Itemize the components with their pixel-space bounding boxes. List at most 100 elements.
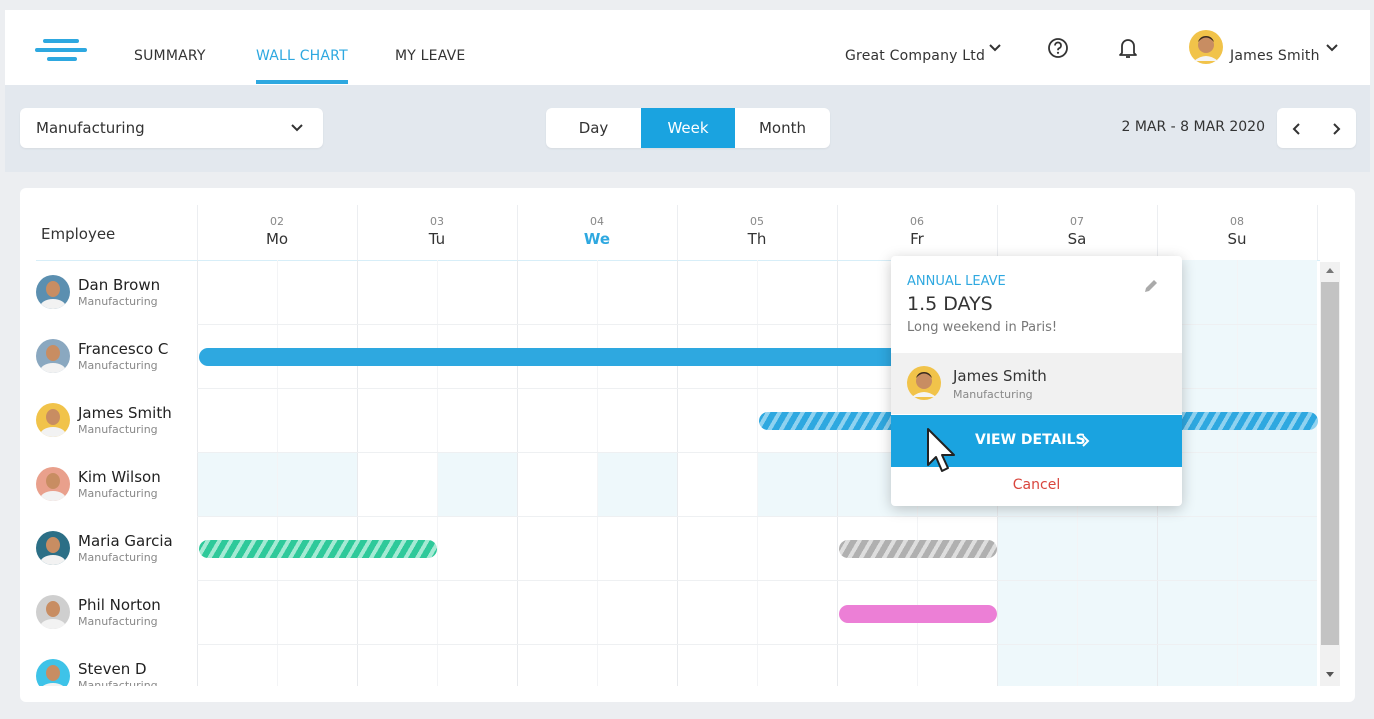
avatar-face bbox=[46, 665, 60, 681]
department-value: Manufacturing bbox=[36, 119, 145, 137]
day-number: 03 bbox=[430, 215, 444, 228]
chevron-right bbox=[1082, 435, 1090, 447]
avatar bbox=[36, 659, 70, 686]
tab-wall-chart[interactable]: WALL CHART bbox=[256, 48, 348, 64]
notifications-icon[interactable] bbox=[1117, 36, 1139, 60]
half-column-line bbox=[277, 260, 278, 686]
employee-name[interactable]: Francesco C bbox=[78, 340, 169, 358]
day-name: Th bbox=[747, 230, 767, 248]
chevron-down bbox=[1326, 44, 1338, 52]
row-line bbox=[197, 644, 1317, 645]
popup-person: James Smith Manufacturing bbox=[891, 353, 1182, 414]
view-day[interactable]: Day bbox=[578, 119, 609, 137]
view-week[interactable]: Week bbox=[641, 108, 735, 148]
leave-bar[interactable] bbox=[199, 540, 437, 558]
row-line bbox=[197, 516, 1317, 517]
tab-summary[interactable]: SUMMARY bbox=[134, 48, 206, 64]
row-line bbox=[197, 580, 1317, 581]
tab-my-leave[interactable]: MY LEAVE bbox=[395, 48, 466, 64]
avatar-body bbox=[40, 299, 66, 309]
column-divider bbox=[1317, 205, 1318, 260]
chevron-down bbox=[989, 44, 1001, 52]
leave-bar[interactable] bbox=[199, 348, 919, 366]
avatar bbox=[36, 403, 70, 437]
employee-name[interactable]: James Smith bbox=[78, 404, 172, 422]
avatar bbox=[36, 595, 70, 629]
top-nav: SUMMARY WALL CHART MY LEAVE Great Compan… bbox=[5, 10, 1370, 85]
avatar-body bbox=[40, 619, 66, 629]
company-selector[interactable]: Great Company Ltd bbox=[845, 48, 986, 64]
day-name: Su bbox=[1227, 230, 1247, 248]
column-divider bbox=[197, 205, 198, 260]
row-line bbox=[197, 452, 1317, 453]
next-button[interactable] bbox=[1330, 122, 1342, 136]
leave-type: ANNUAL LEAVE bbox=[907, 274, 1006, 289]
scroll-down[interactable] bbox=[1325, 671, 1335, 679]
leave-bar[interactable] bbox=[839, 540, 997, 558]
avatar-face bbox=[46, 409, 60, 425]
day-number: 07 bbox=[1070, 215, 1084, 228]
half-column-line bbox=[437, 260, 438, 686]
avatar-face bbox=[46, 281, 60, 297]
employee-name[interactable]: Phil Norton bbox=[78, 596, 161, 614]
column-line bbox=[677, 260, 678, 686]
employee-dept: Manufacturing bbox=[78, 551, 158, 564]
employee-name[interactable]: Kim Wilson bbox=[78, 468, 161, 486]
view-details-label: VIEW DETAILS bbox=[975, 432, 1086, 448]
avatar-face bbox=[46, 601, 60, 617]
avatar-body bbox=[40, 683, 66, 686]
header-divider bbox=[36, 260, 1320, 261]
person-dept: Manufacturing bbox=[953, 388, 1033, 401]
column-divider bbox=[997, 205, 998, 260]
half-column-line bbox=[597, 260, 598, 686]
employee-dept: Manufacturing bbox=[78, 423, 158, 436]
avatar-face bbox=[46, 345, 60, 361]
day-name: Sa bbox=[1067, 230, 1087, 248]
employee-name[interactable]: Steven D bbox=[78, 660, 147, 678]
cancel-button[interactable]: Cancel bbox=[1012, 477, 1061, 493]
employee-name[interactable]: Dan Brown bbox=[78, 276, 161, 294]
avatar bbox=[907, 366, 941, 400]
prev-button[interactable] bbox=[1291, 122, 1303, 136]
scrollbar[interactable] bbox=[1320, 262, 1340, 686]
help-icon[interactable] bbox=[1047, 37, 1069, 59]
view-month[interactable]: Month bbox=[758, 119, 806, 137]
department-dropdown[interactable]: Manufacturing bbox=[20, 108, 323, 148]
day-number: 05 bbox=[750, 215, 764, 228]
column-line bbox=[197, 260, 198, 686]
avatar-face bbox=[46, 473, 60, 489]
employee-dept: Manufacturing bbox=[78, 615, 158, 628]
column-divider bbox=[677, 205, 678, 260]
day-number: 06 bbox=[910, 215, 924, 228]
half-column-line bbox=[1237, 260, 1238, 686]
row-line bbox=[197, 324, 1317, 325]
employee-dept: Manufacturing bbox=[78, 487, 158, 500]
date-range: 2 MAR - 8 MAR 2020 bbox=[1121, 119, 1265, 135]
edit-icon[interactable] bbox=[1142, 277, 1160, 295]
column-line bbox=[837, 260, 838, 686]
active-tab-underline bbox=[256, 80, 348, 84]
column-line bbox=[357, 260, 358, 686]
scroll-thumb[interactable] bbox=[1321, 282, 1339, 645]
logo[interactable] bbox=[35, 37, 87, 63]
user-name[interactable]: James Smith bbox=[1230, 48, 1320, 64]
leave-note: Long weekend in Paris! bbox=[907, 320, 1058, 335]
avatar bbox=[36, 467, 70, 501]
employee-name[interactable]: Maria Garcia bbox=[78, 532, 173, 550]
day-name: Mo bbox=[265, 230, 289, 248]
avatar-body bbox=[40, 491, 66, 501]
column-divider bbox=[517, 205, 518, 260]
avatar-face bbox=[46, 537, 60, 553]
scroll-up[interactable] bbox=[1325, 266, 1335, 274]
leave-bar[interactable] bbox=[839, 605, 997, 623]
row-line bbox=[197, 388, 1317, 389]
user-avatar[interactable] bbox=[1188, 29, 1224, 65]
half-day-shading bbox=[437, 452, 517, 516]
employee-dept: Manufacturing bbox=[78, 359, 158, 372]
employee-header: Employee bbox=[41, 225, 116, 243]
avatar bbox=[36, 275, 70, 309]
employee-dept: Manufacturing bbox=[78, 679, 158, 686]
column-divider bbox=[1157, 205, 1158, 260]
avatar bbox=[36, 339, 70, 373]
